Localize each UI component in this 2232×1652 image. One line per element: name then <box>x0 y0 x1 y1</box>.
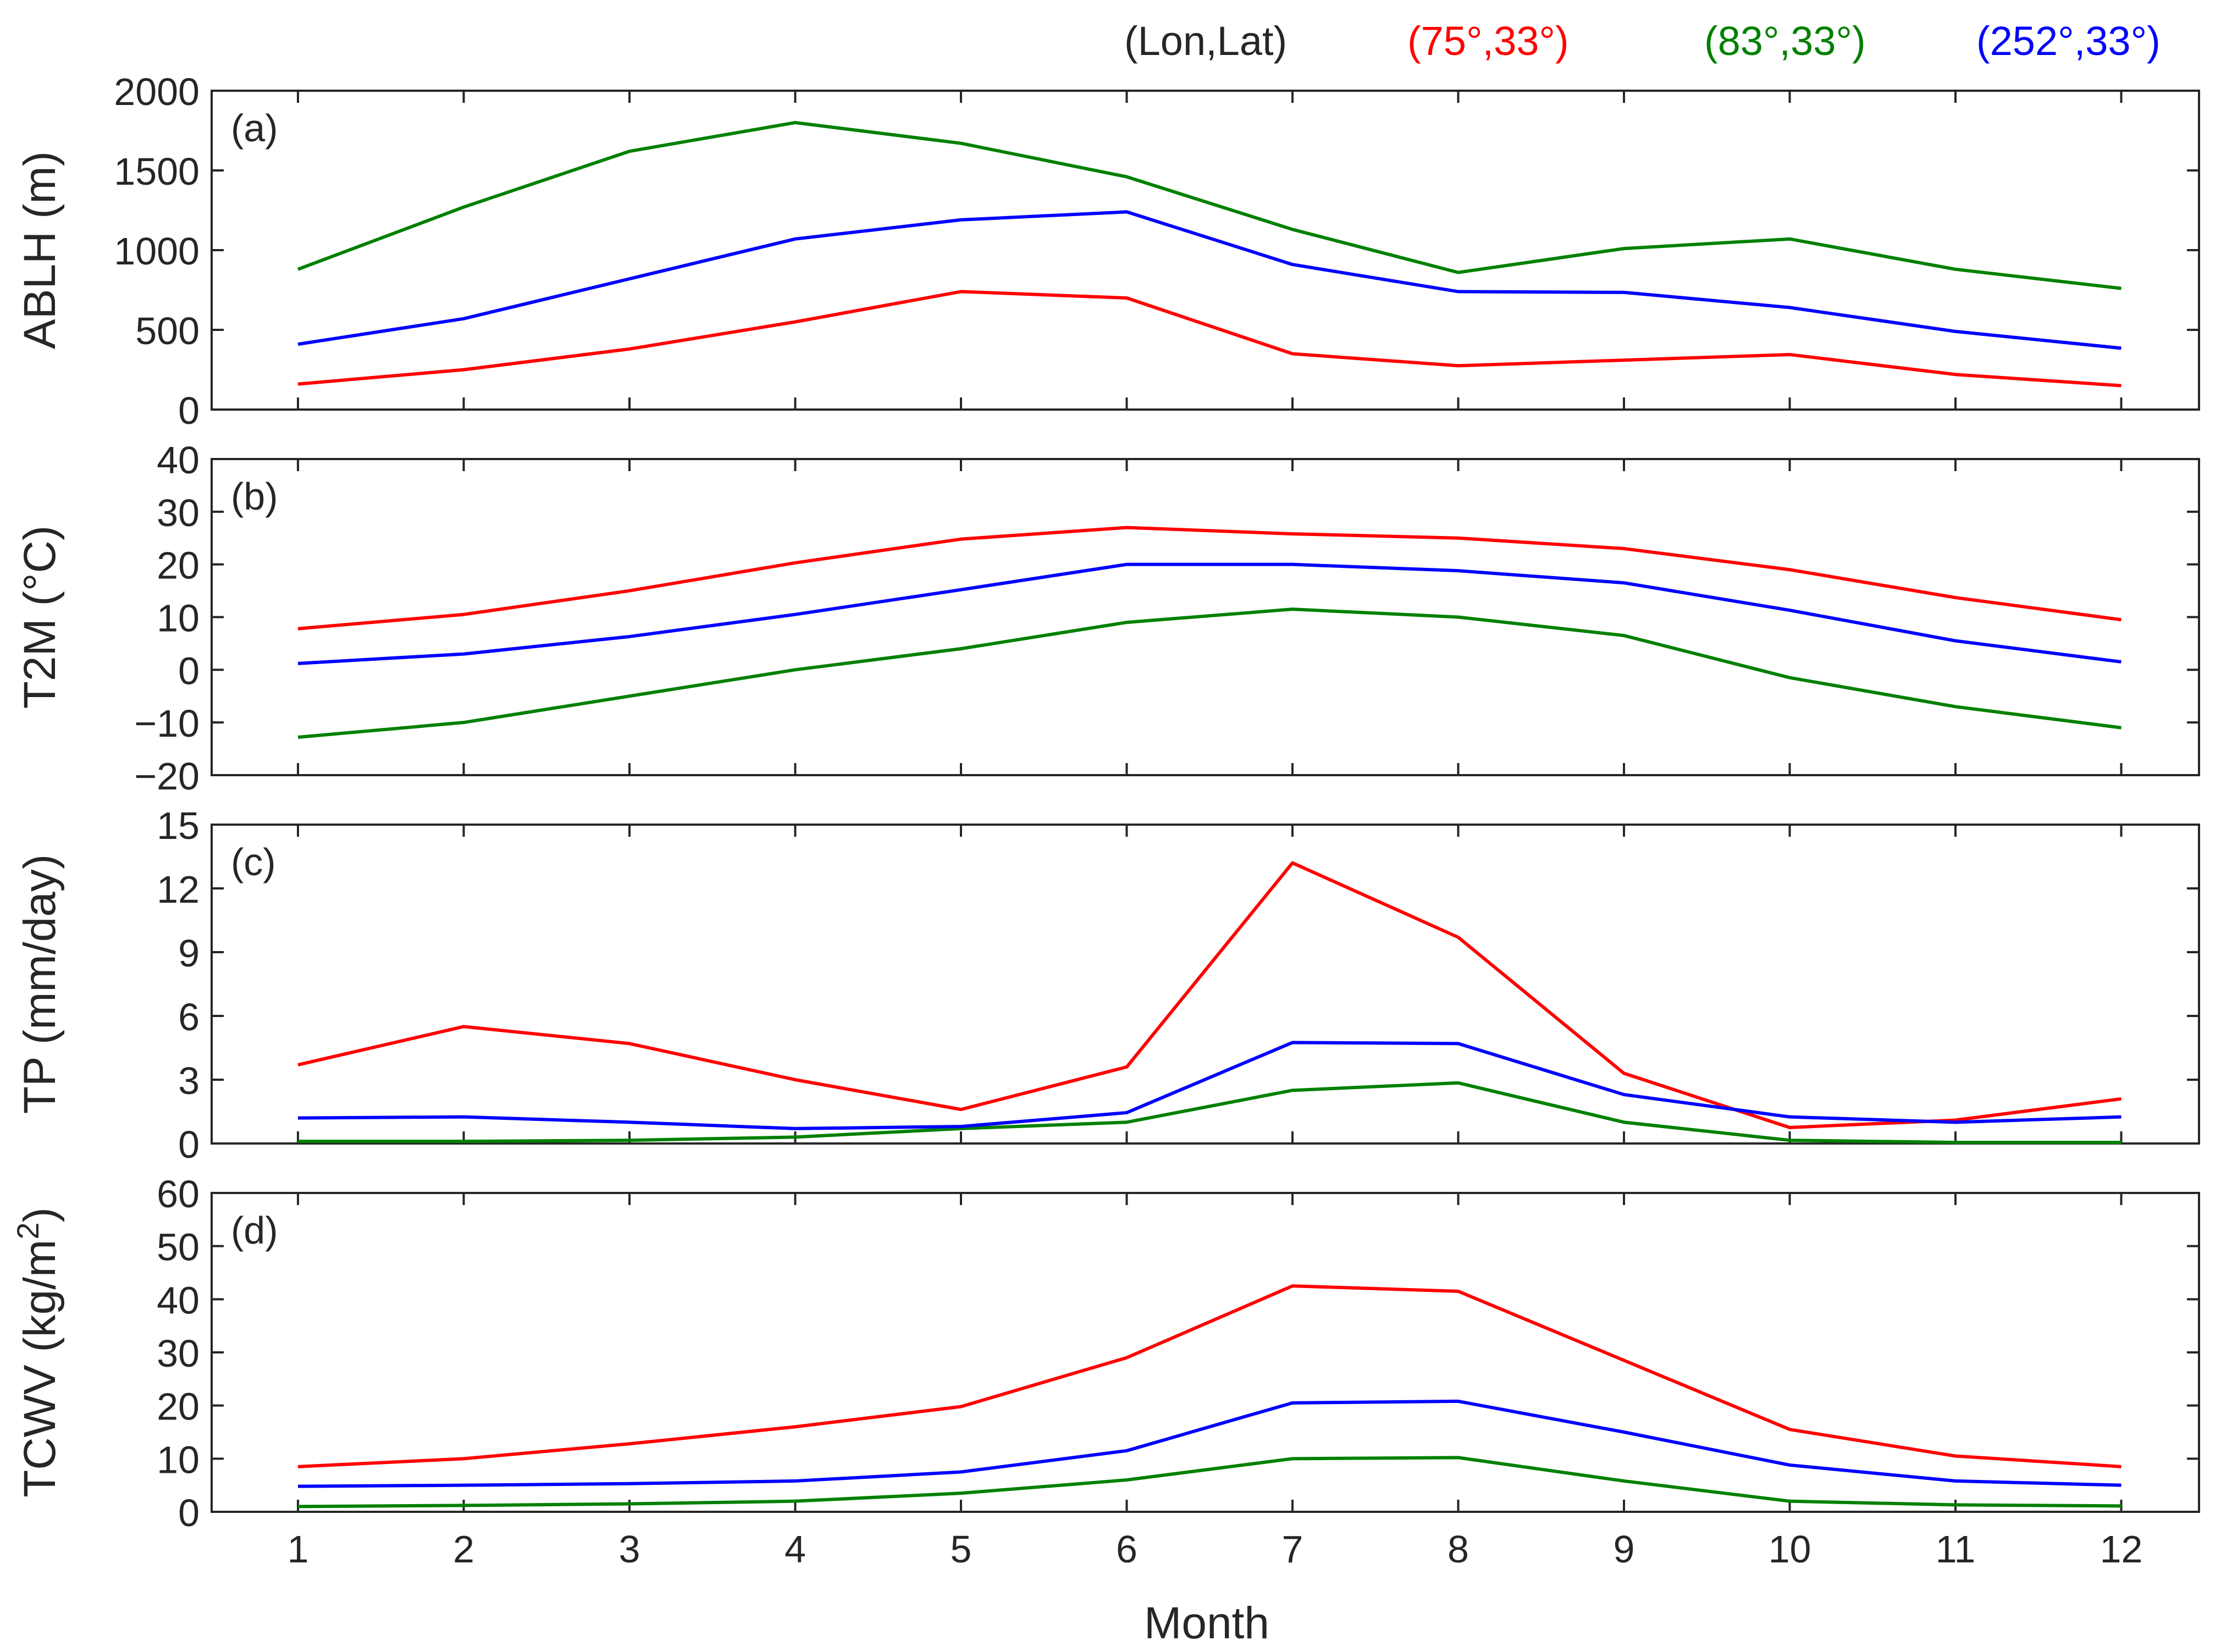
y-tick-label: 0 <box>178 1123 200 1166</box>
x-tick-label: 10 <box>1769 1528 1811 1571</box>
y-tick-label: −20 <box>134 755 200 798</box>
y-axis-title: TCWV (kg/m2) <box>10 1207 65 1498</box>
y-tick-label: 3 <box>178 1059 200 1102</box>
x-tick-label: 2 <box>453 1528 474 1571</box>
x-tick-label: 11 <box>1936 1528 1976 1571</box>
series-line <box>297 121 2121 290</box>
y-tick-label: 12 <box>157 868 200 911</box>
series-line <box>298 1081 2121 1145</box>
y-axis-title: T2M (°C) <box>15 526 65 709</box>
axes-box <box>211 90 2200 411</box>
axes-box <box>211 1192 2200 1513</box>
y-axis-title: TP (mm/day) <box>15 854 65 1114</box>
series-line <box>297 1456 2121 1509</box>
x-tick-label: 3 <box>619 1528 640 1571</box>
axes-box <box>211 824 2200 1145</box>
y-tick-label: 20 <box>157 1385 200 1428</box>
y-tick-label: 0 <box>178 649 200 692</box>
y-tick-label: 30 <box>157 491 200 534</box>
x-tick-label: 6 <box>1116 1528 1137 1571</box>
legend-header: (Lon,Lat) <box>1124 18 1287 64</box>
panel-2: −20 −10 0 10 20 30 40 (b) T2M (°C) <box>15 439 2200 798</box>
y-tick-label: 6 <box>178 996 200 1038</box>
series-line <box>297 1284 2121 1468</box>
x-tick-label: 4 <box>784 1528 806 1571</box>
y-tick-label: −10 <box>134 702 200 745</box>
y-tick-label: 2000 <box>114 70 200 113</box>
panel-1: 0 500 1000 1500 2000 (a) ABLH (m) <box>15 70 2200 432</box>
x-axis-title: Month <box>1144 1598 1269 1648</box>
panel-label: (d) <box>231 1209 278 1252</box>
legend-entry-75: (75°,33°) <box>1407 18 1569 64</box>
y-tick-label: 0 <box>178 389 200 432</box>
series-line <box>297 562 2121 665</box>
y-tick-label: 20 <box>157 544 200 587</box>
y-tick-label: 30 <box>157 1332 200 1375</box>
y-tick-label: 0 <box>178 1491 200 1534</box>
y-tick-label: 10 <box>157 597 200 640</box>
series-line <box>297 1041 2121 1130</box>
x-tick-label: 9 <box>1614 1528 1635 1571</box>
legend: (Lon,Lat) (75°,33°) (83°,33°) (252°,33°) <box>1124 18 2161 64</box>
series-line <box>297 861 2121 1129</box>
y-tick-label: 50 <box>157 1226 200 1269</box>
legend-entry-252: (252°,33°) <box>1976 18 2161 64</box>
x-tick-label: 8 <box>1448 1528 1469 1571</box>
y-axis-title: ABLH (m) <box>15 151 65 349</box>
y-tick-label: 15 <box>157 804 200 847</box>
y-tick-label: 1500 <box>114 150 200 193</box>
x-tick-label: 1 <box>288 1528 309 1571</box>
x-tick-label: 7 <box>1282 1528 1303 1571</box>
x-tick-label: 5 <box>951 1528 972 1571</box>
panel-label: (c) <box>231 841 276 883</box>
series-line <box>297 526 2121 631</box>
y-tick-label: 9 <box>178 932 200 975</box>
y-tick-label: 40 <box>157 439 200 482</box>
panel-3: 0 3 6 9 12 15 (c) TP (mm/day) <box>15 804 2200 1166</box>
panel-label: (b) <box>231 475 278 518</box>
y-tick-label: 60 <box>157 1173 200 1215</box>
y-tick-label: 10 <box>157 1438 200 1481</box>
y-tick-label: 40 <box>157 1279 200 1322</box>
panel-label: (a) <box>231 107 278 150</box>
series-line <box>297 290 2121 388</box>
y-tick-label: 500 <box>135 310 200 352</box>
legend-entry-83: (83°,33°) <box>1704 18 1866 64</box>
x-tick-label: 12 <box>2100 1528 2143 1571</box>
series-line <box>297 607 2121 739</box>
series-line <box>297 210 2121 350</box>
series-line <box>297 1399 2121 1488</box>
y-tick-label: 1000 <box>114 230 200 273</box>
